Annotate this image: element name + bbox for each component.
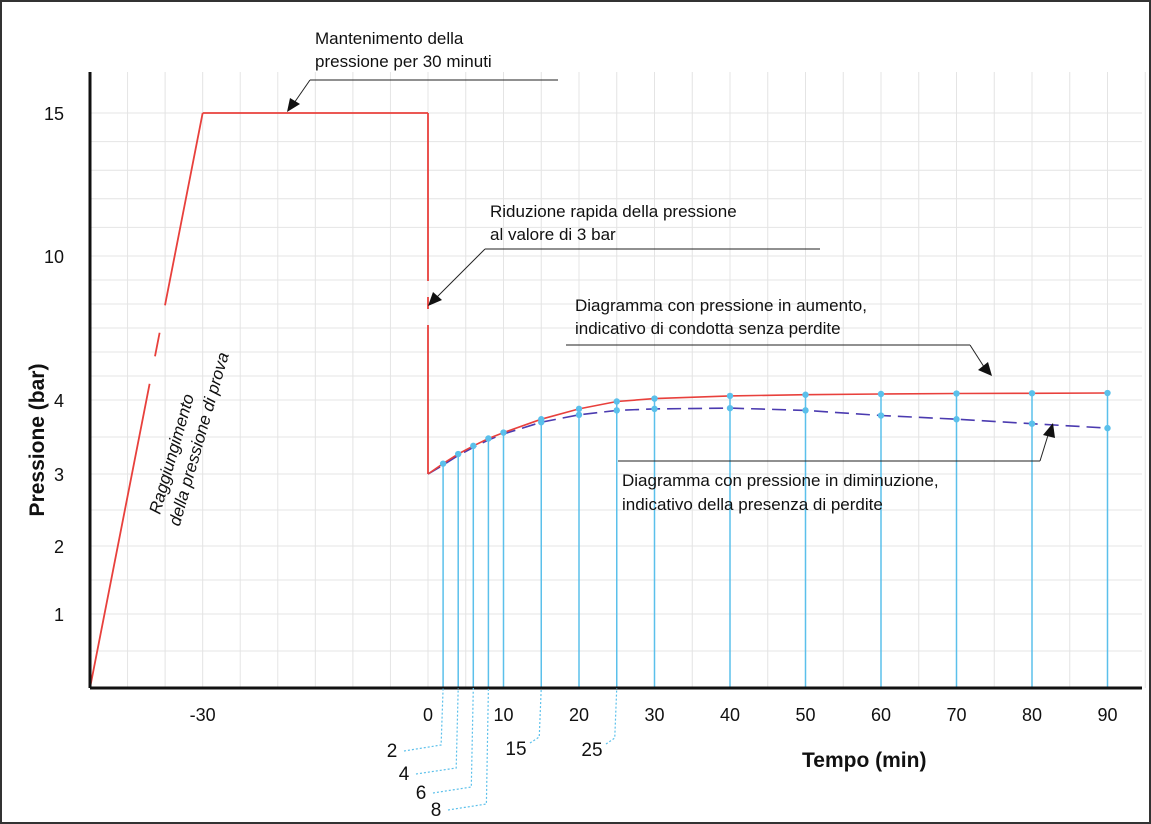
fall-annotation-line1: Diagramma con pressione in diminuzione, [622,471,939,490]
rise-callout-arrowhead [978,362,992,376]
series-decreasing-line [427,407,1108,475]
fall-callout-arrowhead [1043,423,1055,438]
series-group [89,112,1111,689]
point-increasing [802,391,809,398]
fall-callout-leader [1039,431,1050,462]
point-decreasing [1028,420,1036,427]
x-tick-label-extra: 6 [416,783,427,804]
point-decreasing [802,407,809,414]
point-increasing [726,392,734,400]
x-tick-label-extra: 25 [581,740,602,761]
extra-tick-leader [447,687,489,811]
y-tick-label: 1 [54,605,64,625]
point-decreasing [1104,424,1111,432]
hold-annotation-line2: pressione per 30 minuti [315,52,492,71]
point-increasing [613,398,620,405]
point-decreasing [953,416,960,423]
hold-callout-arrowhead [287,98,300,112]
point-increasing [651,395,658,402]
point-increasing [575,405,583,413]
x-tick-label: 60 [871,705,891,725]
x-tick-label: 10 [493,705,513,725]
measurement-guides [442,393,1109,688]
point-decreasing [726,404,734,412]
point-increasing [485,435,492,442]
y-tick-label: 10 [44,247,64,267]
point-increasing [439,460,447,467]
drop-callout-leader [433,248,486,301]
x-tick-label: 90 [1097,705,1117,725]
point-decreasing [877,412,885,419]
axes [88,72,1142,690]
x-tick-label: 30 [644,705,664,725]
x-tick-label: -30 [190,705,216,725]
point-increasing [1104,389,1111,397]
fall-annotation-line2: indicativo della presenza di perdite [622,495,883,514]
y-tick-label: 2 [54,537,64,557]
y-tick-label: 15 [44,104,64,124]
x-tick-label: 40 [720,705,740,725]
x-tick-label: 80 [1022,705,1042,725]
point-decreasing [613,407,620,414]
extra-tick-leader [432,687,474,794]
ramp-line [89,112,204,689]
x-axis-title: Tempo (min) [802,749,926,772]
series-increasing-line [427,392,1108,475]
point-increasing [953,390,960,397]
x-tick-label-extra: 4 [399,764,410,785]
point-increasing [455,450,462,458]
x-tick-label: 0 [423,705,433,725]
rise-annotation-line2: indicativo di condotta senza perdite [575,319,841,338]
annotation-callouts [287,79,1055,462]
x-tick-label: 20 [569,705,589,725]
drop-annotation-line2: al valore di 3 bar [490,225,616,244]
point-decreasing [538,419,545,426]
y-tick-label: 3 [54,465,64,485]
drop-callout-arrowhead [428,292,442,306]
point-increasing [1028,390,1036,397]
y-tick-label: 4 [54,391,64,411]
extra-tick-leader [403,687,444,752]
drop-annotation-line1: Riduzione rapida della pressione [490,202,737,221]
point-increasing [877,390,885,398]
x-tick-label-extra: 8 [431,800,442,821]
extra-tick-leader [415,687,459,775]
x-tick-label-extra: 2 [387,741,398,762]
x-tick-label: 70 [946,705,966,725]
hold-annotation-line1: Mantenimento della [315,29,464,48]
point-increasing [470,442,477,450]
point-increasing [500,429,507,436]
x-tick-label: 50 [795,705,815,725]
x-tick-label-extra: 15 [505,739,526,760]
point-decreasing [651,405,658,413]
rise-annotation-line1: Diagramma con pressione in aumento, [575,296,867,315]
point-decreasing [575,411,583,418]
y-axis-title: Pressione (bar) [26,364,49,517]
